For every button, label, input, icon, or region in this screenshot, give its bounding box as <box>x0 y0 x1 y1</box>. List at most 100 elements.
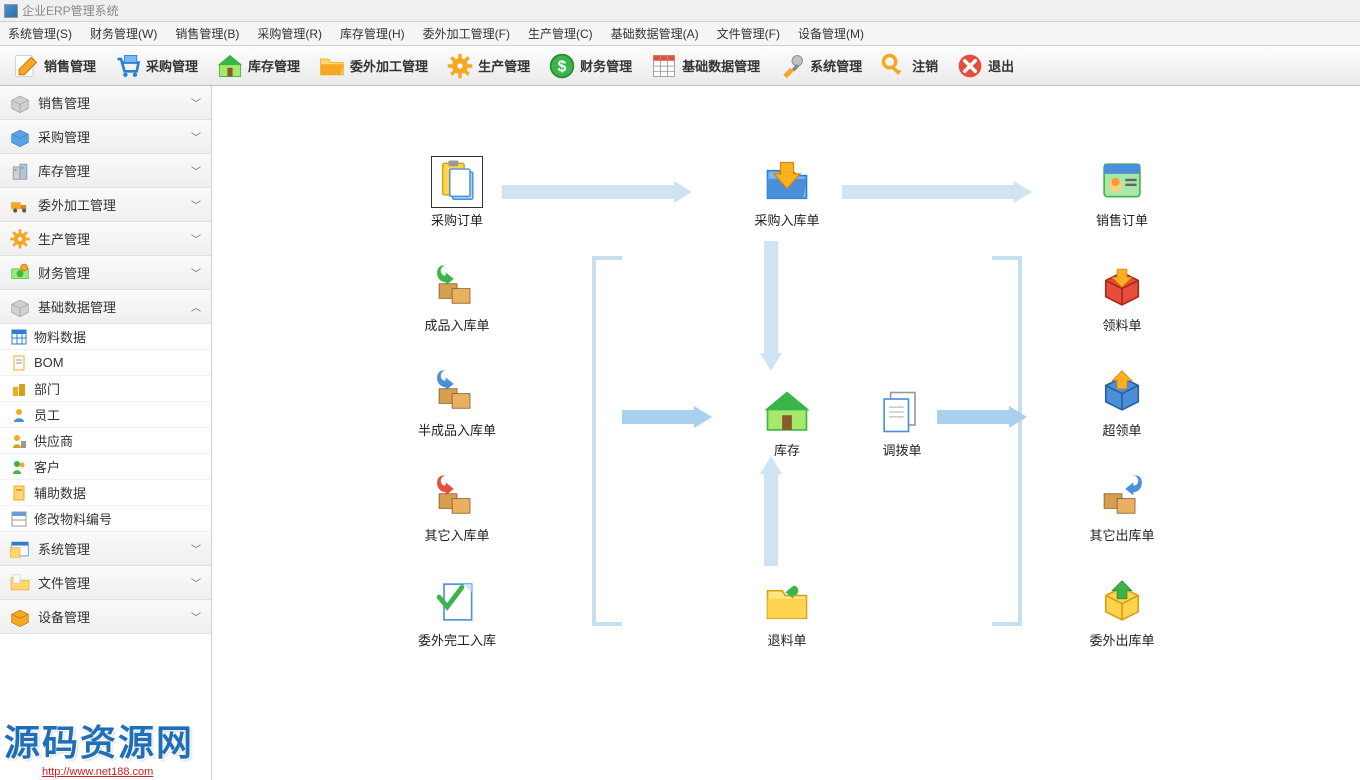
menu-item[interactable]: 生产管理(C) <box>528 25 593 42</box>
toolbar-label: 委外加工管理 <box>350 56 428 75</box>
sidebar-item[interactable]: 员工 <box>0 402 211 428</box>
close-icon <box>956 52 984 80</box>
sidebar-section-header[interactable]: 文件管理﹀ <box>0 566 211 600</box>
toolbar-button[interactable]: 采购管理 <box>108 50 204 82</box>
flow-node-wcin[interactable]: 委外完工入库 <box>412 576 502 649</box>
box-red-icon <box>1096 261 1148 313</box>
menu-item[interactable]: 委外加工管理(F) <box>423 25 510 42</box>
sidebar-section-header[interactable]: 采购管理 ﹀ <box>0 120 211 154</box>
menubar: 系统管理(S) 财务管理(W) 销售管理(B) 采购管理(R) 库存管理(H) 委外加工管… <box>0 22 1360 46</box>
flowchart-canvas: 采购订单 采购入库单 销售订单成品入库单领料单半成品入库单库存 调拨单 超领单其它入库单… <box>212 86 1360 780</box>
menu-item[interactable]: 库存管理(H) <box>340 25 405 42</box>
folder-down-icon <box>761 156 813 208</box>
sidebar-section-header[interactable]: 委外加工管理 ﹀ <box>0 188 211 222</box>
house-icon <box>216 52 244 80</box>
flow-node-stock[interactable]: 库存 <box>742 386 832 459</box>
menu-item[interactable]: 系统管理(S) <box>8 25 72 42</box>
sidebar-section-label: 委外加工管理 <box>38 195 116 214</box>
box-orange-icon <box>8 605 32 629</box>
menu-item[interactable]: 财务管理(W) <box>90 25 157 42</box>
toolbar-button[interactable]: 委外加工管理 <box>312 50 434 82</box>
window-icon <box>8 537 32 561</box>
flow-node-over[interactable]: 超领单 <box>1077 366 1167 439</box>
menu-item[interactable]: 文件管理(F) <box>717 25 780 42</box>
sidebar-item-label: 部门 <box>34 379 60 398</box>
flow-node-label: 采购订单 <box>412 210 502 229</box>
flow-node-label: 半成品入库单 <box>412 420 502 439</box>
gear-icon <box>8 227 32 251</box>
sidebar-item[interactable]: BOM <box>0 350 211 376</box>
sidebar-item[interactable]: 辅助数据 <box>0 480 211 506</box>
doc-check-icon <box>431 576 483 628</box>
flow-node-ret[interactable]: 退料单 <box>742 576 832 649</box>
key-icon <box>880 52 908 80</box>
sidebar-item[interactable]: 物料数据 <box>0 324 211 350</box>
sidebar-section-header[interactable]: 生产管理﹀ <box>0 222 211 256</box>
toolbar-button[interactable]: 生产管理 <box>440 50 536 82</box>
flow-node-sfin[interactable]: 半成品入库单 <box>412 366 502 439</box>
flow-node-po[interactable]: 采购订单 <box>412 156 502 229</box>
menu-item[interactable]: 销售管理(B) <box>175 25 239 42</box>
boxes-other-icon <box>431 471 483 523</box>
doc-icon <box>10 354 28 372</box>
sidebar-section-header[interactable]: 销售管理﹀ <box>0 86 211 120</box>
flow-node-label: 委外出库单 <box>1077 630 1167 649</box>
sidebar-section-header[interactable]: 系统管理﹀ <box>0 532 211 566</box>
folder-return-icon <box>761 576 813 628</box>
sidebar-item[interactable]: 修改物料编号 <box>0 506 211 532</box>
sidebar-section-label: 库存管理 <box>38 161 90 180</box>
toolbar-button[interactable]: 退出 <box>950 50 1020 82</box>
sidebar-section-label: 采购管理 <box>38 127 90 146</box>
flow-node-label: 退料单 <box>742 630 832 649</box>
building-icon <box>8 159 32 183</box>
sidebar-section-header[interactable]: 设备管理﹀ <box>0 600 211 634</box>
chevron-down-icon: ﹀ <box>191 129 201 144</box>
toolbar-button[interactable]: 销售管理 <box>6 50 102 82</box>
grid-blue-icon <box>10 328 28 346</box>
folder-orange-icon <box>8 571 32 595</box>
sidebar-section-header[interactable]: 库存管理 ﹀ <box>0 154 211 188</box>
flow-node-mat[interactable]: 领料单 <box>1077 261 1167 334</box>
chevron-down-icon: ﹀ <box>191 197 201 212</box>
menu-item[interactable]: 基础数据管理(A) <box>611 25 699 42</box>
sidebar-section-label: 销售管理 <box>38 93 90 112</box>
toolbar-button[interactable]: 基础数据管理 <box>644 50 766 82</box>
toolbar-button[interactable]: 库存管理 <box>210 50 306 82</box>
flow-node-so[interactable]: 销售订单 <box>1077 156 1167 229</box>
sidebar-item[interactable]: 供应商 <box>0 428 211 454</box>
sidebar-item-label: BOM <box>34 355 64 370</box>
flow-node-label: 超领单 <box>1077 420 1167 439</box>
toolbar-label: 销售管理 <box>44 56 96 75</box>
flow-node-label: 库存 <box>742 440 832 459</box>
grid-icon <box>650 52 678 80</box>
sidebar-item[interactable]: 客户 <box>0 454 211 480</box>
toolbar-label: 退出 <box>988 56 1014 75</box>
sidebar-section-header[interactable]: 基础数据管理︿ <box>0 290 211 324</box>
flow-node-label: 销售订单 <box>1077 210 1167 229</box>
toolbar-button[interactable]: $财务管理 <box>542 50 638 82</box>
chevron-down-icon: ﹀ <box>191 163 201 178</box>
chevron-down-icon: ﹀ <box>191 231 201 246</box>
flow-node-oout[interactable]: 其它出库单 <box>1077 471 1167 544</box>
sidebar-item-label: 辅助数据 <box>34 483 86 502</box>
flow-node-oin[interactable]: 其它入库单 <box>412 471 502 544</box>
flow-node-pin[interactable]: 采购入库单 <box>742 156 832 229</box>
toolbar-button[interactable]: 注销 <box>874 50 944 82</box>
flow-node-trans[interactable]: 调拨单 <box>857 386 947 459</box>
menu-item[interactable]: 采购管理(R) <box>257 25 322 42</box>
toolbar: 销售管理采购管理库存管理 委外加工管理生产管理$财务管理基础数据管理系统管理注销 退… <box>0 46 1360 86</box>
flow-arrow-icon <box>502 181 692 203</box>
flow-node-label: 领料单 <box>1077 315 1167 334</box>
toolbar-label: 财务管理 <box>580 56 632 75</box>
flow-node-fin[interactable]: 成品入库单 <box>412 261 502 334</box>
boxes-out-icon <box>1096 471 1148 523</box>
menu-item[interactable]: 设备管理(M) <box>798 25 864 42</box>
boxes-in2-icon <box>431 366 483 418</box>
flow-node-label: 采购入库单 <box>742 210 832 229</box>
dept-icon <box>10 380 28 398</box>
sidebar-section-header[interactable]: 财务管理﹀ <box>0 256 211 290</box>
folder-icon <box>318 52 346 80</box>
toolbar-button[interactable]: 系统管理 <box>772 50 868 82</box>
sidebar-item[interactable]: 部门 <box>0 376 211 402</box>
flow-node-wout[interactable]: 委外出库单 <box>1077 576 1167 649</box>
